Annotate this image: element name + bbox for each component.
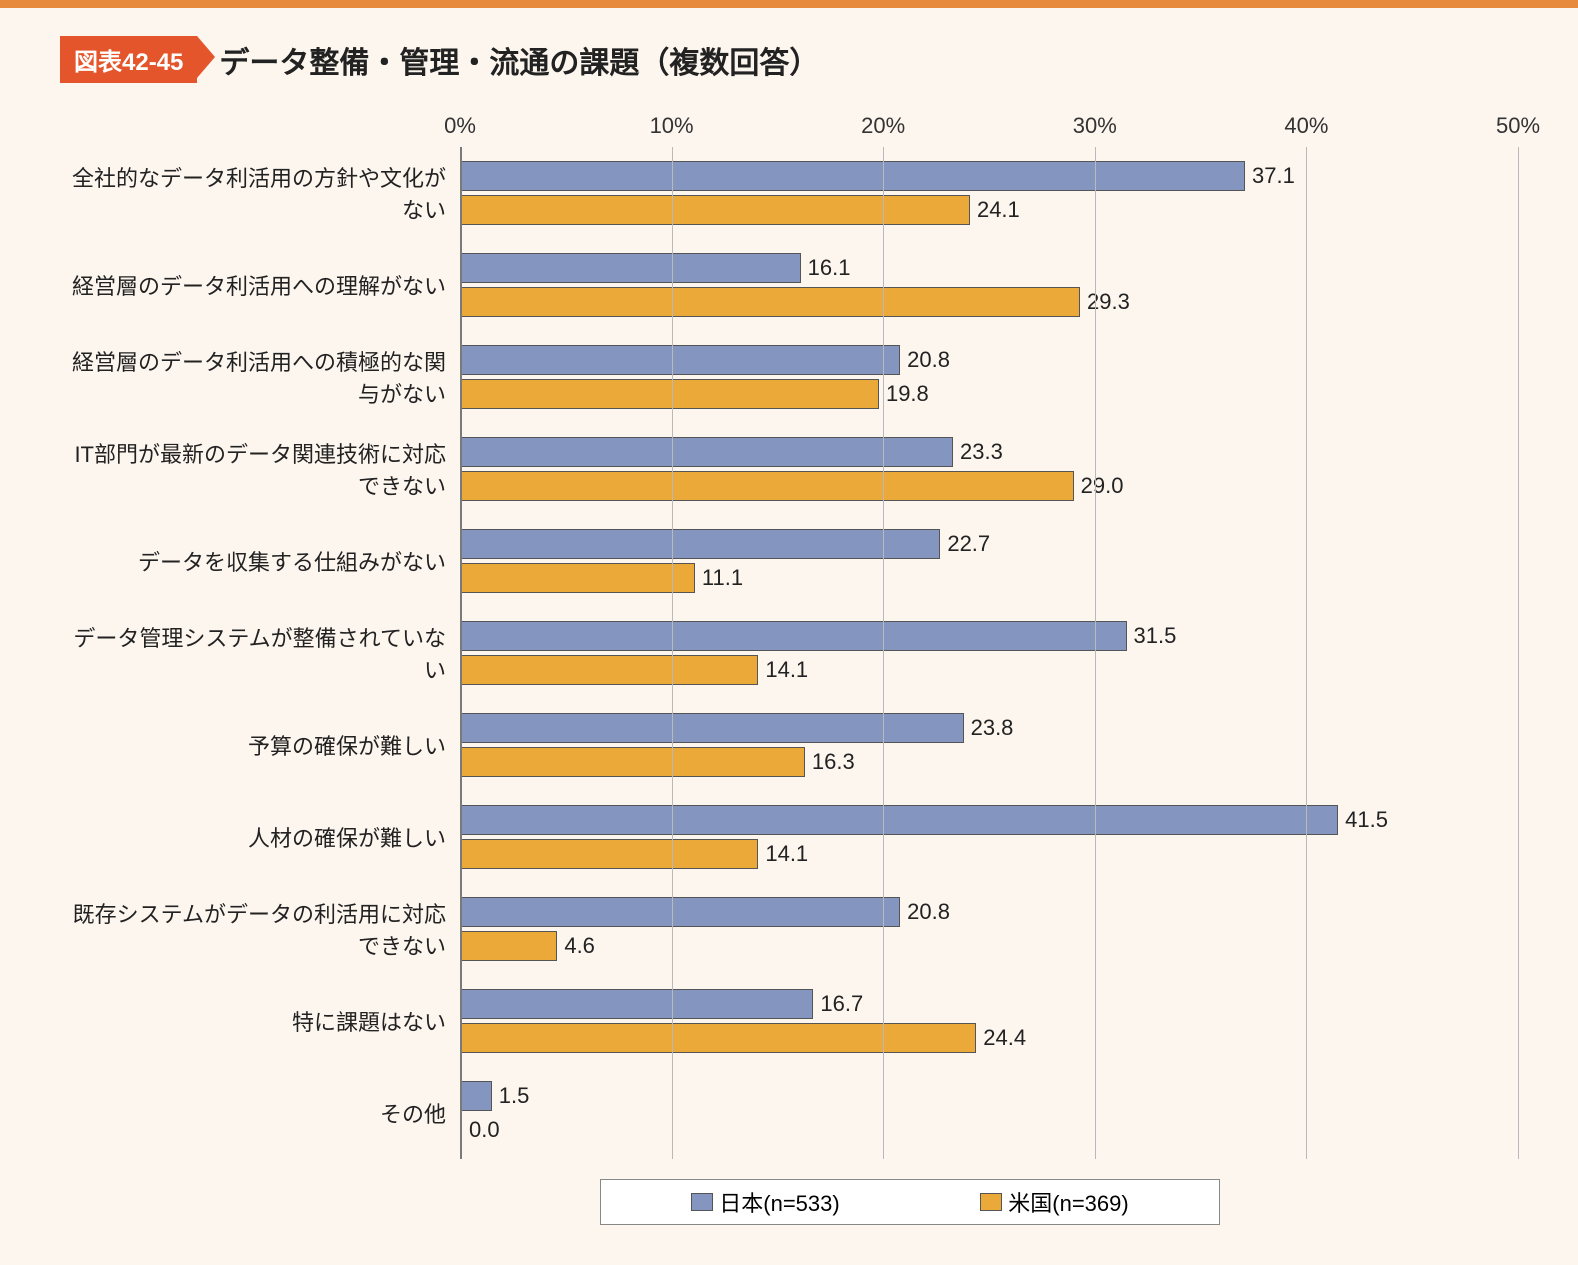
bar-us: 14.1 (460, 655, 758, 685)
bar-jp: 16.7 (460, 989, 813, 1019)
x-axis: 0%10%20%30%40%50% (60, 113, 1518, 147)
category-row: データ管理システムが整備されていない31.514.1 (60, 607, 1518, 699)
category-row: IT部門が最新のデータ関連技術に対応できない23.329.0 (60, 423, 1518, 515)
bar-value: 24.1 (977, 197, 1020, 223)
bars-cell: 16.1 29.3 (460, 239, 1518, 331)
bars-cell: 41.5 14.1 (460, 791, 1518, 883)
bar-value: 41.5 (1345, 807, 1388, 833)
bars-cell: 22.7 11.1 (460, 515, 1518, 607)
bar-value: 22.7 (947, 531, 990, 557)
x-tick-label: 30% (1073, 113, 1117, 139)
category-label: データを収集する仕組みがない (60, 545, 460, 577)
x-tick-label: 40% (1284, 113, 1328, 139)
bar-value: 20.8 (907, 899, 950, 925)
category-label: 経営層のデータ利活用への積極的な関与がない (60, 345, 460, 409)
category-label: IT部門が最新のデータ関連技術に対応できない (60, 437, 460, 501)
x-tick-label: 0% (444, 113, 476, 139)
legend-item-us: 米国(n=369) (980, 1186, 1128, 1218)
bar-value: 4.6 (564, 933, 595, 959)
bars-cell: 23.8 16.3 (460, 699, 1518, 791)
bar-value: 23.8 (971, 715, 1014, 741)
category-label: 特に課題はない (60, 1005, 460, 1037)
bar-jp: 23.8 (460, 713, 964, 743)
category-row: その他1.50.0 (60, 1067, 1518, 1159)
category-row: 人材の確保が難しい41.514.1 (60, 791, 1518, 883)
category-row: 既存システムがデータの利活用に対応できない20.84.6 (60, 883, 1518, 975)
bar-jp: 41.5 (460, 805, 1338, 835)
category-label: 全社的なデータ利活用の方針や文化がない (60, 161, 460, 225)
bar-jp: 23.3 (460, 437, 953, 467)
bar-value: 24.4 (983, 1025, 1026, 1051)
bar-value: 29.3 (1087, 289, 1130, 315)
bar-value: 29.0 (1081, 473, 1124, 499)
bar-value: 31.5 (1134, 623, 1177, 649)
bar-jp: 16.1 (460, 253, 801, 283)
bars-cell: 1.5 0.0 (460, 1067, 1518, 1159)
bar-value: 1.5 (499, 1083, 530, 1109)
category-row: データを収集する仕組みがない22.711.1 (60, 515, 1518, 607)
legend: 日本(n=533) 米国(n=369) (600, 1179, 1220, 1225)
x-tick-label: 50% (1496, 113, 1540, 139)
bars-cell: 37.1 24.1 (460, 147, 1518, 239)
bar-us: 24.1 (460, 195, 970, 225)
chart-header: 図表42-45 データ整備・管理・流通の課題（複数回答） (0, 36, 1578, 83)
bar-us: 16.3 (460, 747, 805, 777)
bar-us: 29.0 (460, 471, 1074, 501)
category-row: 予算の確保が難しい23.816.3 (60, 699, 1518, 791)
bar-value: 11.1 (702, 565, 743, 591)
bar-value: 14.1 (765, 841, 808, 867)
bar-value: 16.7 (820, 991, 863, 1017)
bar-us: 29.3 (460, 287, 1080, 317)
bars-cell: 20.8 19.8 (460, 331, 1518, 423)
bar-jp: 31.5 (460, 621, 1127, 651)
figure-badge: 図表42-45 (60, 36, 197, 83)
x-tick-label: 20% (861, 113, 905, 139)
bars-cell: 23.3 29.0 (460, 423, 1518, 515)
category-row: 全社的なデータ利活用の方針や文化がない37.124.1 (60, 147, 1518, 239)
bar-us: 4.6 (460, 931, 557, 961)
bar-value: 16.3 (812, 749, 855, 775)
bar-us: 14.1 (460, 839, 758, 869)
category-label: 予算の確保が難しい (60, 729, 460, 761)
category-label: 経営層のデータ利活用への理解がない (60, 269, 460, 301)
category-label: その他 (60, 1097, 460, 1129)
bar-us: 0.0 (460, 1115, 462, 1145)
legend-label: 米国(n=369) (1008, 1186, 1128, 1218)
category-row: 特に課題はない16.724.4 (60, 975, 1518, 1067)
category-row: 経営層のデータ利活用への積極的な関与がない20.819.8 (60, 331, 1518, 423)
bar-value: 16.1 (808, 255, 851, 281)
bar-jp: 1.5 (460, 1081, 492, 1111)
bar-value: 14.1 (765, 657, 808, 683)
page: 図表42-45 データ整備・管理・流通の課題（複数回答） 0% 10% 20% 30%… (0, 0, 1578, 1265)
bar-value: 37.1 (1252, 163, 1295, 189)
bars-cell: 16.7 24.4 (460, 975, 1518, 1067)
bar-jp: 20.8 (460, 897, 900, 927)
bars-cell: 20.8 4.6 (460, 883, 1518, 975)
chart-container: 0%10%20%30%40%50% 全社的なデータ利活用の方針や文化がない37.… (0, 113, 1578, 1265)
category-label: 人材の確保が難しい (60, 821, 460, 853)
bar-value: 0.0 (469, 1117, 500, 1143)
grouped-bar-chart: 0%10%20%30%40%50% 全社的なデータ利活用の方針や文化がない37.… (60, 113, 1518, 1225)
legend-label: 日本(n=533) (719, 1186, 839, 1218)
bar-us: 24.4 (460, 1023, 976, 1053)
plot-area: 全社的なデータ利活用の方針や文化がない37.124.1経営層のデータ利活用への理… (60, 147, 1518, 1159)
legend-item-jp: 日本(n=533) (691, 1186, 839, 1218)
bar-value: 20.8 (907, 347, 950, 373)
bar-us: 11.1 (460, 563, 695, 593)
legend-swatch (980, 1193, 1002, 1211)
category-label: 既存システムがデータの利活用に対応できない (60, 897, 460, 961)
category-row: 経営層のデータ利活用への理解がない16.129.3 (60, 239, 1518, 331)
category-label: データ管理システムが整備されていない (60, 621, 460, 685)
x-tick-label: 10% (650, 113, 694, 139)
bar-jp: 20.8 (460, 345, 900, 375)
bars-cell: 31.5 14.1 (460, 607, 1518, 699)
bar-value: 19.8 (886, 381, 929, 407)
top-rule (0, 0, 1578, 8)
bar-us: 19.8 (460, 379, 879, 409)
legend-swatch (691, 1193, 713, 1211)
bar-jp: 22.7 (460, 529, 940, 559)
chart-title: データ整備・管理・流通の課題（複数回答） (219, 38, 819, 82)
bar-value: 23.3 (960, 439, 1003, 465)
bar-jp: 37.1 (460, 161, 1245, 191)
